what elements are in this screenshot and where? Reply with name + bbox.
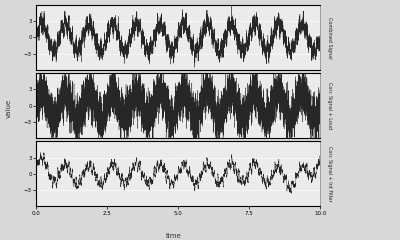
Y-axis label: Combined Signal: Combined Signal	[327, 17, 332, 58]
Y-axis label: Corr. Signal + Loud: Corr. Signal + Loud	[327, 82, 332, 129]
Y-axis label: Corr. Signal + Int Filter: Corr. Signal + Int Filter	[327, 146, 332, 202]
Text: value: value	[6, 98, 12, 118]
Text: time: time	[166, 233, 182, 239]
